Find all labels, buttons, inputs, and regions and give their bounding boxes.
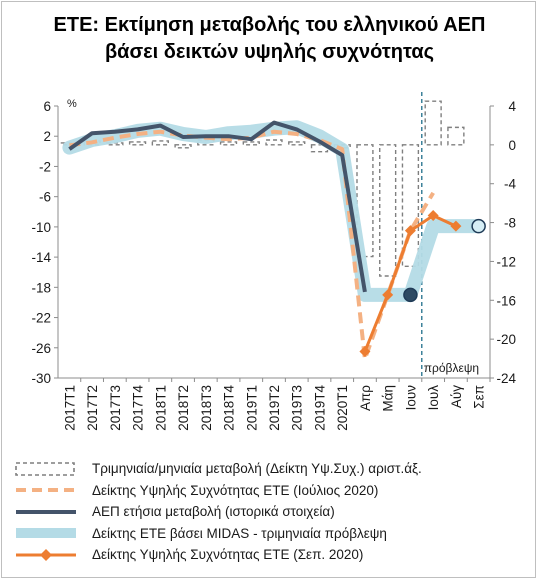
left-axis-tick-label: 6 [43, 99, 51, 114]
legend-symbol-dashed-orange [16, 488, 76, 493]
right-axis-tick-label: 0 [508, 138, 516, 153]
legend-label-sept-index: Δείκτης Υψηλής Συχνότητας ΕΤΕ (Σεπ. 2020… [92, 547, 364, 563]
sept-point-16 [427, 210, 439, 222]
x-axis-tick-label: 2017Τ4 [131, 385, 146, 431]
legend-label-gdp: ΑΕΠ ετήσια μεταβολή (ιστορικά στοιχεία) [92, 504, 335, 520]
legend-symbol-dashed-box [15, 461, 75, 476]
forecast-label: πρόβλεψη [424, 361, 479, 375]
legend-symbol-band [16, 528, 76, 539]
right-axis-tick-label: -20 [496, 332, 516, 347]
chart-title-line2: βάσει δεικτών υψηλής συχνότητας [104, 41, 435, 63]
sept-point-17 [450, 220, 462, 232]
left-axis-tick-label: -2 [39, 159, 51, 174]
left-axis-tick-label: -18 [31, 280, 51, 295]
bar-15 [401, 144, 420, 267]
legend-symbol-navy-line [16, 509, 76, 514]
x-axis-tick-label: 2017Τ3 [108, 385, 123, 431]
legend-symbol-orange-diamond [16, 548, 76, 561]
x-axis-tick-label: 2018Τ1 [153, 385, 168, 431]
legend-item-midas: Δείκτης ΕΤΕ βάσει MIDAS - τριμηνιαία πρό… [14, 523, 534, 545]
bar-4 [151, 140, 169, 146]
x-axis-tick-label: 2019Τ3 [290, 385, 305, 431]
bar-7 [219, 141, 238, 146]
left-axis-tick-label: -10 [31, 220, 51, 235]
bar-17 [447, 126, 465, 146]
bar-14 [379, 144, 397, 277]
legend-item-july-index: Δείκτης Υψηλής Συχνότητας ΕΤΕ (Ιούλιος 2… [14, 480, 534, 502]
bar-3 [128, 141, 147, 146]
right-axis-tick-label: -4 [504, 177, 516, 192]
left-axis-unit-label: % [67, 98, 77, 110]
x-axis-tick-label: 2017Τ2 [85, 385, 100, 431]
x-axis-tick-label: Μάη [381, 385, 396, 412]
bar-8 [242, 141, 260, 146]
right-axis-tick-label: -8 [504, 216, 516, 231]
series-gdp [68, 120, 367, 293]
midas-marker-0 [403, 287, 418, 303]
sept-point-15 [404, 225, 416, 237]
left-axis-tick-label: -22 [31, 311, 51, 326]
legend-item-sept-index: Δείκτης Υψηλής Συχνότητας ΕΤΕ (Σεπ. 2020… [14, 544, 534, 566]
x-axis-tick-label: Αύγ [449, 385, 464, 408]
legend-item-bars: Τριμηνιαία/μηνιαία μεταβολή (Δείκτη Υψ.Σ… [14, 458, 534, 480]
x-axis-tick-label: 2018Τ3 [199, 385, 214, 431]
series-july-index [69, 129, 435, 362]
right-axis-tick-label: 4 [508, 99, 516, 114]
x-axis-tick-label: 2019Τ4 [312, 385, 327, 431]
x-axis-tick-label: 2018Τ2 [176, 385, 191, 431]
x-axis-tick-label: Απρ [358, 385, 373, 411]
chart-title-line1: ΕΤΕ: Εκτίμηση μεταβολής του ελληνικού ΑΕ… [53, 14, 486, 36]
legend-label-bars: Τριμηνιαία/μηνιαία μεταβολή (Δείκτη Υψ.Σ… [92, 461, 422, 477]
x-axis-tick-label: Ιουλ [426, 385, 441, 411]
legend-item-gdp: ΑΕΠ ετήσια μεταβολή (ιστορικά στοιχεία) [14, 501, 534, 523]
chart-title: ΕΤΕ: Εκτίμηση μεταβολής του ελληνικού ΑΕ… [0, 12, 539, 66]
x-axis-tick-label: Ιουν [403, 385, 418, 411]
bar-11 [310, 144, 329, 153]
right-axis-tick-label: -12 [496, 254, 516, 269]
legend-label-july-index: Δείκτης Υψηλής Συχνότητας ΕΤΕ (Ιούλιος 2… [92, 482, 379, 498]
left-axis-tick-label: -30 [31, 371, 51, 386]
sept-point-13 [359, 346, 371, 358]
sept-point-14 [382, 289, 394, 301]
bar-16 [424, 100, 442, 146]
bar-5 [174, 144, 192, 149]
bar-10 [288, 141, 306, 146]
x-axis-tick-label: Σεπ [472, 385, 487, 409]
x-axis-tick-label: 2020Τ1 [335, 385, 350, 431]
x-axis-tick-label: 2019Τ1 [244, 385, 259, 431]
left-axis-tick-label: -26 [31, 341, 51, 356]
right-axis-tick-label: -24 [496, 371, 516, 386]
legend: Τριμηνιαία/μηνιαία μεταβολή (Δείκτη Υψ.Σ… [14, 458, 534, 566]
left-axis-tick-label: 2 [43, 129, 51, 144]
legend-label-midas: Δείκτης ΕΤΕ βάσει MIDAS - τριμηνιαία πρό… [92, 525, 387, 541]
x-axis-tick-label: 2017Τ1 [62, 385, 77, 431]
x-axis-tick-label: 2018Τ4 [222, 385, 237, 431]
x-axis-tick-label: 2019Τ2 [267, 385, 282, 431]
midas-marker-1 [471, 218, 486, 234]
left-axis-tick-label: -6 [39, 190, 51, 205]
left-axis-tick-label: -14 [31, 250, 51, 265]
bar-9 [265, 139, 283, 146]
series-midas-band [62, 120, 486, 302]
right-axis-tick-label: -16 [496, 293, 516, 308]
